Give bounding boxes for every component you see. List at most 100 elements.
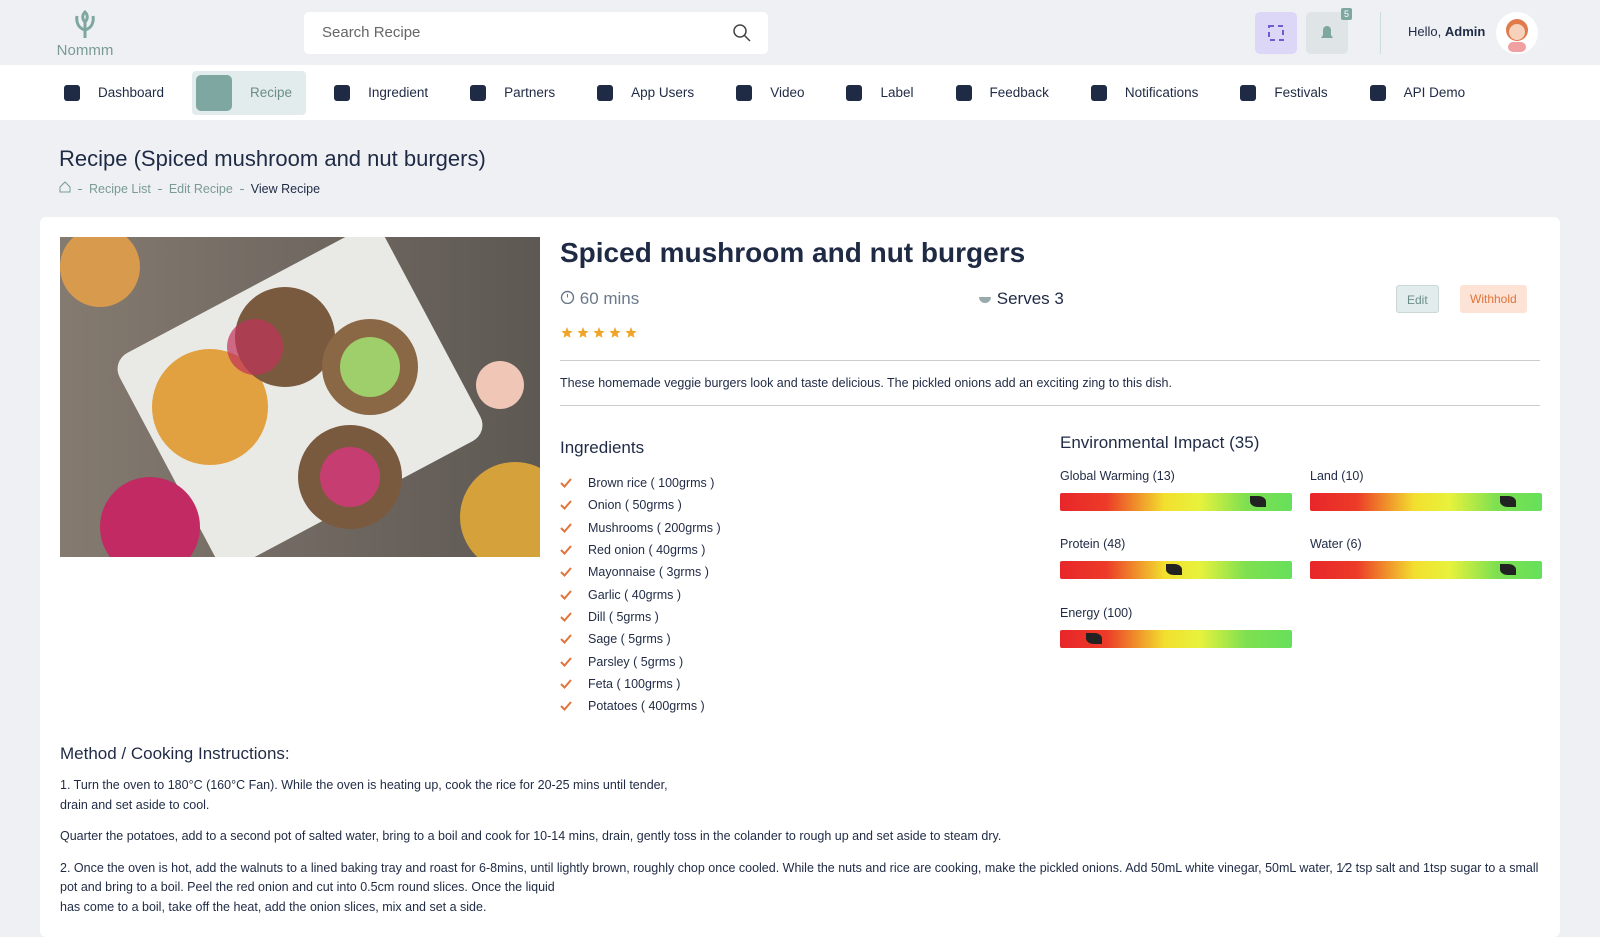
nav-item[interactable]: App Users (583, 71, 708, 115)
ingredient-text: Onion ( 50grms ) (588, 498, 682, 513)
nav-item[interactable]: Partners (456, 71, 569, 115)
ingredient: Mayonnaise ( 3grms ) (560, 561, 1540, 583)
ingredient: Red onion ( 40grms ) (560, 539, 1540, 561)
nav-label: API Demo (1403, 85, 1466, 100)
nav-item[interactable]: Notifications (1077, 71, 1213, 115)
breadcrumb-separator (78, 189, 82, 191)
impact-bar (1060, 630, 1292, 648)
logo[interactable]: Nommm (52, 10, 118, 59)
nav-label: App Users (631, 85, 695, 100)
timer-icon (560, 290, 575, 305)
nav-item[interactable]: Ingredient (320, 71, 442, 115)
nav-icon (736, 84, 753, 101)
impact-item: Land (10) (1310, 469, 1542, 511)
star (593, 327, 605, 338)
nav-item[interactable]: Recipe (192, 70, 307, 115)
impact-bar (1310, 561, 1542, 579)
breadcrumb-item[interactable]: Recipe List (89, 182, 151, 196)
check-path (560, 701, 572, 712)
search-placeholder: Search Recipe (322, 24, 421, 41)
ingredient: Garlic ( 40grms ) (560, 583, 1540, 605)
nav-item[interactable]: Feedback (942, 71, 1063, 115)
nav-item[interactable]: Label (832, 71, 927, 115)
check-path (560, 656, 572, 667)
nav-icon (470, 84, 487, 101)
impact-bar (1060, 493, 1292, 511)
impact-label: Global Warming (13) (1060, 469, 1175, 483)
nav-item[interactable]: Festivals (1226, 71, 1341, 115)
impact-label: Land (10) (1310, 469, 1364, 483)
search-icon (733, 24, 751, 42)
nav-label: Notifications (1124, 85, 1199, 100)
ingredient: Parsley ( 5grms ) (560, 650, 1540, 672)
check-path (560, 500, 572, 511)
ingredient: Dill ( 5grms ) (560, 606, 1540, 628)
ingredient: Sage ( 5grms ) (560, 628, 1540, 650)
nav-label: Recipe (250, 85, 293, 100)
star (609, 327, 621, 338)
leaf-marker (1250, 496, 1266, 507)
impact-bar (1060, 561, 1292, 579)
check-path (560, 612, 572, 622)
recipe-card: Spiced mushroom and nut burgers 60 mins … (40, 217, 1560, 937)
description: These homemade veggie burgers look and t… (560, 361, 1540, 406)
impact-item: Protein (48) (1060, 537, 1292, 579)
bowl-icon (979, 297, 991, 303)
check-icon (560, 679, 572, 689)
nav-label: Festivals (1274, 85, 1328, 100)
logo-text: Nommm (56, 42, 114, 59)
withhold-button[interactable]: Withhold (1460, 285, 1527, 313)
ingredients-heading: Ingredients (560, 438, 645, 457)
check-path (560, 478, 572, 489)
search-box[interactable]: Search Recipe (304, 12, 768, 54)
rating-stars (561, 327, 637, 338)
page-title: Recipe (Spiced mushroom and nut burgers) (59, 146, 486, 171)
nav-label: Label (880, 85, 914, 100)
breadcrumb-item[interactable]: Edit Recipe (168, 182, 233, 196)
withhold-label: Withhold (1470, 292, 1517, 306)
leaf-marker (1500, 564, 1516, 575)
nav-icon (334, 84, 351, 101)
ingredient-text: Brown rice ( 100grms ) (588, 476, 715, 491)
impact-label: Protein (48) (1060, 537, 1126, 551)
check-icon (560, 612, 572, 622)
edit-label: Edit (1407, 293, 1428, 307)
check-icon (560, 701, 572, 712)
impact-item: Water (6) (1310, 537, 1542, 579)
star (625, 327, 637, 338)
avatar[interactable] (1496, 12, 1538, 54)
nav-item[interactable]: Dashboard (50, 71, 178, 115)
check-icon (560, 634, 572, 645)
nav-item[interactable]: Video (722, 71, 818, 115)
leaf-marker (1086, 633, 1102, 644)
serves: Serves 3 (978, 289, 1064, 309)
nav-icon (1240, 84, 1257, 101)
ingredient-text: Sage ( 5grms ) (588, 632, 671, 647)
edit-button[interactable]: Edit (1396, 285, 1439, 313)
ingredient-text: Garlic ( 40grms ) (588, 587, 682, 602)
nav-label: Partners (504, 85, 556, 100)
nav-icon (955, 84, 972, 101)
breadcrumb-item: View Recipe (250, 182, 321, 196)
avatar-image (1506, 19, 1528, 52)
greeting: Hello, Admin (1408, 24, 1485, 39)
cook-time-text: 60 mins (579, 289, 640, 308)
notification-button[interactable]: 5 (1306, 8, 1352, 54)
ingredient-text: Red onion ( 40grms ) (588, 543, 706, 558)
ingredient-text: Mayonnaise ( 3grms ) (588, 565, 709, 580)
star (561, 327, 573, 338)
check-icon (560, 567, 572, 578)
check-icon (560, 478, 572, 489)
nav-label: Dashboard (98, 85, 165, 100)
user-name: Admin (1444, 24, 1486, 39)
fullscreen-button[interactable] (1255, 12, 1297, 54)
ingredient-text: Potatoes ( 400grms ) (588, 699, 705, 714)
star (577, 327, 589, 338)
leaf-marker (1166, 564, 1182, 575)
nav-item[interactable]: API Demo (1356, 71, 1480, 115)
ingredient: Feta ( 100grms ) (560, 673, 1540, 695)
home-icon[interactable] (59, 181, 71, 193)
breadcrumb-separator (239, 189, 244, 191)
method-step: Quarter the potatoes, add to a second po… (60, 829, 1002, 843)
